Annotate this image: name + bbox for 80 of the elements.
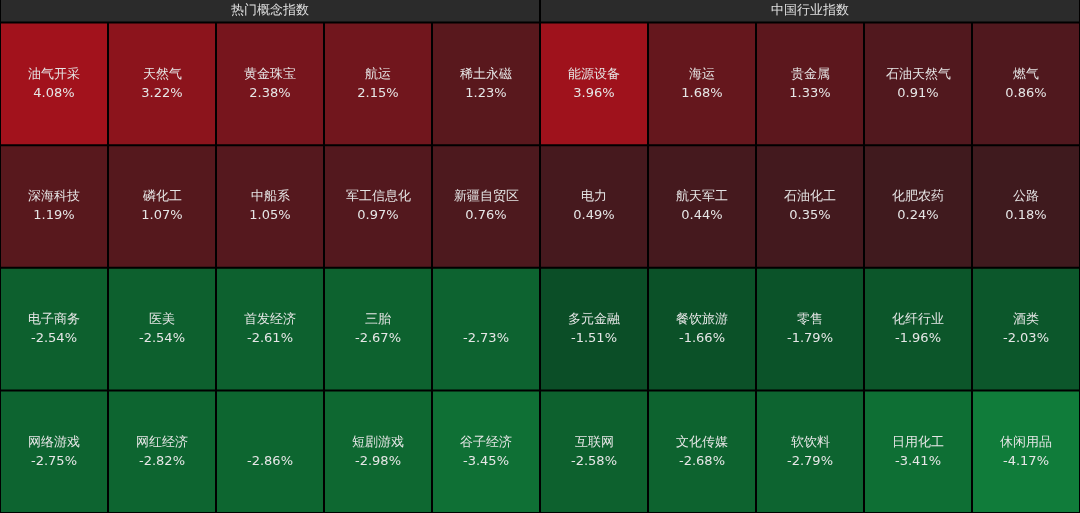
category-label: 航天军工 (676, 188, 728, 204)
category-label: 谷子经济 (460, 433, 512, 449)
data-label: 1.07% (141, 207, 183, 223)
data-label: -2.73% (463, 329, 509, 345)
data-label: -2.61% (247, 329, 293, 345)
data-label: -2.82% (139, 452, 185, 468)
data-label: -2.79% (787, 452, 833, 468)
data-label: -3.45% (463, 452, 509, 468)
data-label: 0.91% (897, 84, 939, 100)
data-label: -2.54% (31, 329, 77, 345)
data-label: 0.24% (897, 207, 939, 223)
data-label: 0.49% (573, 207, 615, 223)
category-label: 多元金融 (568, 310, 620, 326)
category-label: 公路 (1013, 188, 1039, 204)
text: 中国行业指数 (771, 2, 849, 18)
data-label: -1.96% (895, 329, 941, 345)
data-label: -2.54% (139, 329, 185, 345)
category-label: 三胎 (365, 310, 391, 326)
data-label: 2.38% (249, 84, 291, 100)
data-label: -1.79% (787, 329, 833, 345)
data-label: -1.66% (679, 329, 725, 345)
category-label: 网红经济 (136, 433, 188, 449)
data-label: -2.58% (571, 452, 617, 468)
data-label: 3.96% (573, 84, 615, 100)
data-label: -2.75% (31, 452, 77, 468)
data-label: -3.41% (895, 452, 941, 468)
category-label: 网络游戏 (28, 433, 80, 449)
category-label: 天然气 (142, 65, 182, 81)
category-label: 能源设备 (568, 65, 620, 81)
data-label: 1.05% (249, 207, 291, 223)
category-label: 酒类 (1013, 310, 1039, 326)
data-label: 1.33% (789, 84, 831, 100)
category-label: 软饮料 (790, 433, 830, 449)
data-label: -2.67% (355, 329, 401, 345)
data-label: 1.23% (465, 84, 507, 100)
category-label: 贵金属 (790, 65, 830, 81)
category-label: 医美 (149, 310, 175, 326)
category-label: 互联网 (574, 433, 614, 449)
text: 热门概念指数 (231, 2, 309, 18)
category-label: 稀土永磁 (460, 65, 512, 81)
data-label: -2.68% (679, 452, 725, 468)
category-label: 海运 (689, 65, 715, 81)
data-label: 2.15% (357, 84, 399, 100)
category-label: 军工信息化 (345, 188, 411, 204)
data-label: 1.68% (681, 84, 723, 100)
data-label: -2.98% (355, 452, 401, 468)
category-label: 中船系 (250, 188, 290, 204)
category-label: 黄金珠宝 (244, 65, 296, 81)
data-label: 4.08% (33, 84, 75, 100)
category-label: 石油天然气 (885, 65, 951, 81)
category-label: 文化传媒 (676, 433, 728, 449)
data-label: 3.22% (141, 84, 183, 100)
category-label: 零售 (797, 310, 823, 326)
data-label: 0.97% (357, 207, 399, 223)
category-label: 餐饮旅游 (676, 310, 728, 326)
data-label: 0.86% (1005, 84, 1047, 100)
data-label: -2.86% (247, 452, 293, 468)
category-label: 磷化工 (141, 188, 182, 204)
data-label: 0.18% (1005, 207, 1047, 223)
category-label: 油气开采 (28, 65, 80, 81)
data-label: 0.44% (681, 207, 723, 223)
category-label: 化肥农药 (892, 188, 944, 204)
category-label: 电子商务 (28, 310, 80, 326)
category-label: 电力 (581, 188, 607, 204)
data-label: -4.17% (1003, 452, 1049, 468)
category-label: 首发经济 (244, 310, 296, 326)
category-label: 石油化工 (784, 188, 836, 204)
category-label: 短剧游戏 (352, 433, 404, 449)
data-label: 0.76% (465, 207, 507, 223)
data-label: -1.51% (571, 329, 617, 345)
category-label: 日用化工 (892, 433, 944, 449)
category-label: 新疆自贸区 (453, 188, 519, 204)
category-label: 深海科技 (28, 188, 80, 204)
category-label: 休闲用品 (1000, 433, 1052, 449)
data-label: -2.03% (1003, 329, 1049, 345)
category-label: 化纤行业 (892, 310, 944, 326)
data-label: 0.35% (789, 207, 831, 223)
data-label: 1.19% (33, 207, 75, 223)
category-label: 燃气 (1013, 65, 1039, 81)
category-label: 航运 (365, 65, 391, 81)
